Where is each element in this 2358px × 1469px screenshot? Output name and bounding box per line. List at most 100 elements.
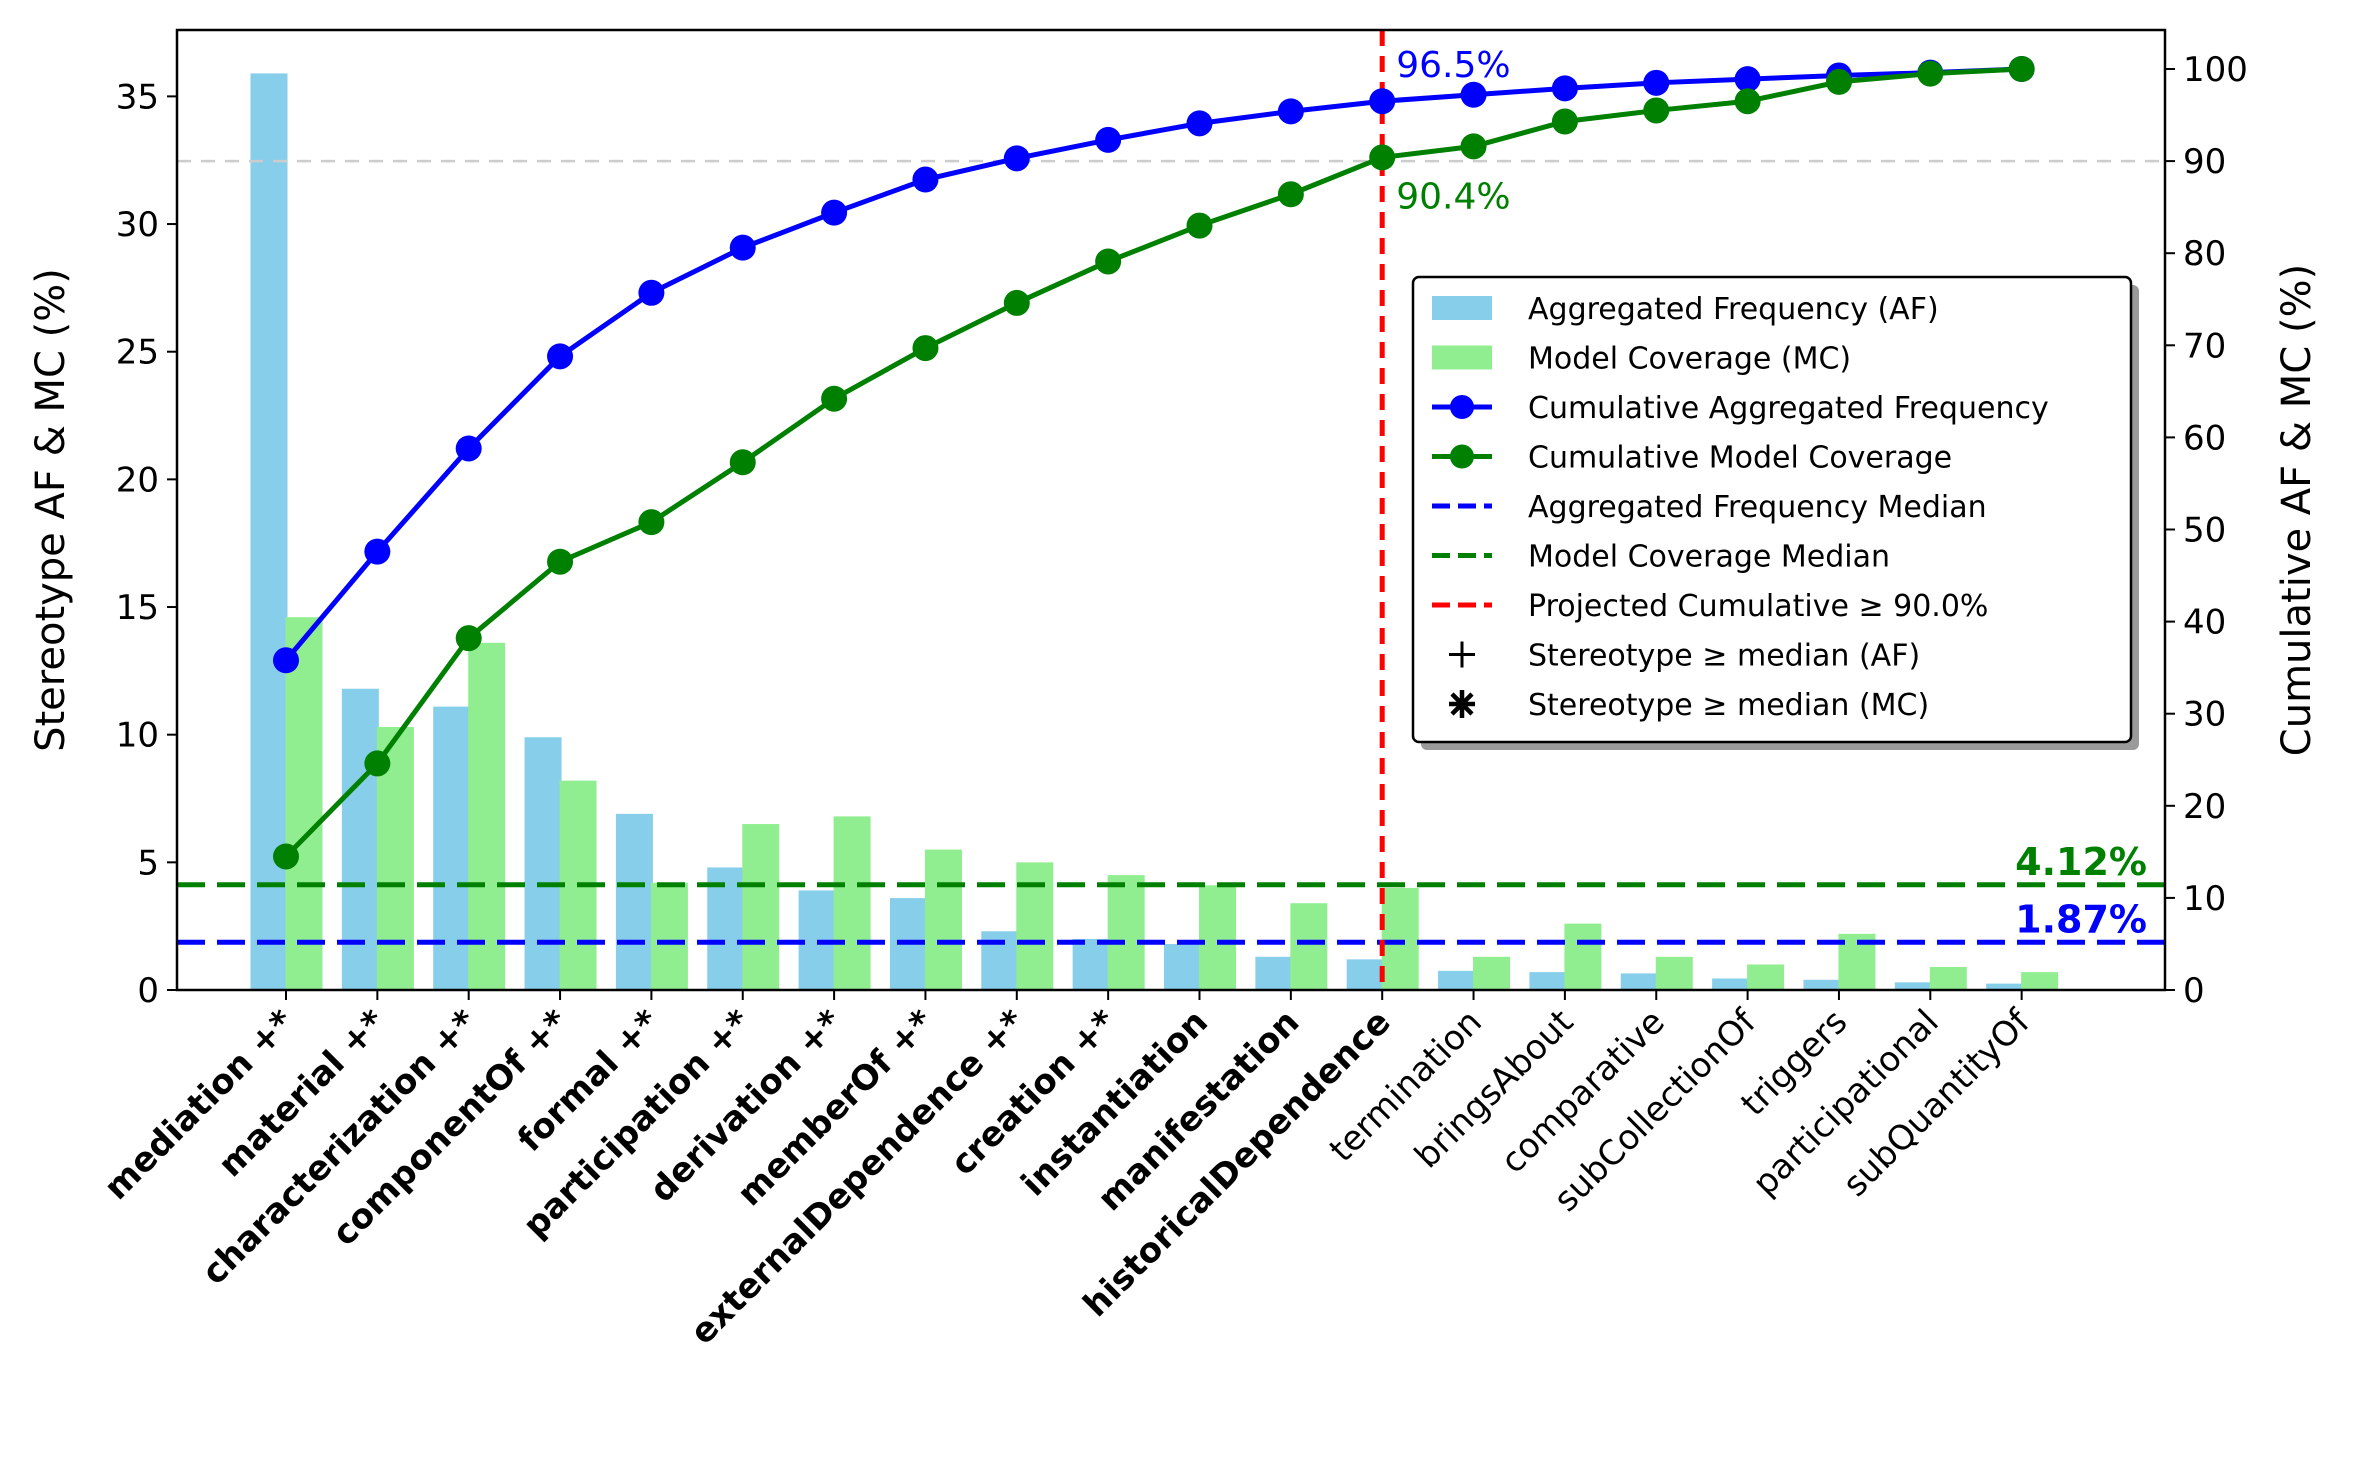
- cumulative-af-point: [1551, 75, 1578, 102]
- mc-median-label: 4.12%: [2015, 840, 2147, 884]
- af-bar: [1529, 972, 1567, 990]
- af-median-label: 1.87%: [2015, 897, 2147, 941]
- mc-bar: [1199, 885, 1236, 990]
- af-bar: [615, 813, 653, 990]
- legend-bar-swatch: [1432, 296, 1492, 320]
- mc-bar: [285, 617, 323, 990]
- cumulative-mc-point: [273, 843, 299, 870]
- af-bar: [524, 737, 562, 990]
- cumulative-mc-point: [1551, 108, 1578, 135]
- x-tick-label: externalDependence +*: [683, 1002, 1034, 1353]
- left-tick-label: 30: [116, 205, 159, 245]
- legend-label: Projected Cumulative ≥ 90.0%: [1528, 589, 1988, 624]
- legend-label: Cumulative Aggregated Frequency: [1528, 391, 2049, 426]
- cumulative-mc-point: [2008, 56, 2035, 82]
- af-bar: [250, 73, 288, 991]
- left-tick-label: 25: [116, 333, 159, 373]
- x-tick-label: bringsAbout: [1407, 1002, 1581, 1176]
- legend-label: Model Coverage Median: [1528, 540, 1890, 575]
- mc-bar: [924, 849, 962, 990]
- mc-bar: [742, 824, 780, 990]
- legend-label: Model Coverage (MC): [1528, 342, 1851, 377]
- right-tick-label: 20: [2183, 787, 2226, 827]
- af-bar: [1255, 956, 1293, 990]
- mc-bar: [1473, 956, 1511, 990]
- mc-bar: [1564, 923, 1602, 990]
- right-tick-label: 90: [2183, 142, 2226, 182]
- cumulative-mc-point: [638, 509, 665, 536]
- mc-bar: [1016, 862, 1054, 990]
- right-tick-label: 60: [2183, 418, 2226, 458]
- cumulative-af-point: [912, 166, 939, 193]
- annotations-layer: 96.5% 90.4%: [1396, 45, 1510, 217]
- cumulative-mc-point: [455, 625, 482, 652]
- reference-lines-layer: 1.87% 4.12%: [177, 30, 2165, 990]
- cumulative-lines-layer: [273, 56, 2035, 870]
- af-bar: [1438, 970, 1476, 990]
- legend-plus-marker: [1449, 641, 1475, 668]
- cumulative-af-point: [1095, 126, 1122, 153]
- left-tick-label: 0: [137, 971, 159, 1011]
- mc-bar: [1290, 903, 1328, 990]
- cumulative-mc-point: [1460, 133, 1487, 160]
- cumulative-af-annotation: 96.5%: [1396, 45, 1510, 86]
- left-tick-label: 15: [116, 588, 159, 628]
- mc-bar: [650, 882, 688, 990]
- right-tick-label: 0: [2183, 971, 2205, 1011]
- cumulative-af-point: [821, 199, 848, 226]
- mc-bar: [1381, 887, 1419, 990]
- cumulative-mc-point: [821, 385, 848, 412]
- right-tick-label: 80: [2183, 234, 2226, 274]
- legend: Aggregated Frequency (AF) Model Coverage …: [1411, 275, 2139, 750]
- legend-dot-swatch: [1450, 444, 1474, 469]
- mc-bar: [1655, 956, 1693, 990]
- cumulative-af-line: [284, 66, 2022, 662]
- af-bar: [1072, 938, 1110, 990]
- legend-box: [1411, 275, 2133, 744]
- right-tick-label: 100: [2183, 50, 2248, 90]
- right-axis-label: Cumulative AF & MC (%): [2274, 264, 2320, 756]
- legend-bar-swatch: [1432, 345, 1492, 370]
- left-tick-label: 5: [137, 843, 159, 883]
- legend-label: Cumulative Model Coverage: [1528, 441, 1952, 476]
- legend-label: Stereotype ≥ median (MC): [1528, 688, 1929, 723]
- left-tick-label: 35: [116, 77, 159, 117]
- cumulative-af-point: [1003, 145, 1030, 172]
- af-bar: [1894, 982, 1932, 990]
- legend-asterisk-marker: [1449, 690, 1475, 718]
- cumulative-mc-point: [1277, 181, 1304, 208]
- cumulative-af-point: [547, 343, 574, 370]
- mc-bar: [1747, 964, 1785, 990]
- cumulative-af-point: [729, 234, 756, 261]
- legend-dot-swatch: [1450, 395, 1474, 419]
- mc-bar: [1929, 967, 1967, 990]
- cumulative-af-point: [1186, 110, 1213, 137]
- cumulative-mc-point: [547, 548, 574, 575]
- cumulative-af-point: [1460, 81, 1487, 108]
- mc-bar: [2021, 972, 2059, 990]
- cumulative-mc-point: [1917, 60, 1944, 87]
- af-bar: [1803, 979, 1841, 990]
- bars-layer: [250, 73, 2059, 991]
- legend-label: Aggregated Frequency (AF): [1528, 292, 1939, 327]
- right-tick-label: 40: [2183, 603, 2226, 643]
- cumulative-mc-point: [1186, 212, 1213, 239]
- cumulative-mc-point: [1003, 289, 1030, 316]
- cumulative-af-point: [1277, 98, 1304, 125]
- cumulative-mc-point: [1369, 144, 1396, 171]
- af-bar: [433, 706, 471, 990]
- af-bar: [707, 867, 745, 990]
- legend-label: Aggregated Frequency Median: [1528, 490, 1987, 525]
- cumulative-mc-point: [729, 449, 756, 476]
- right-tick-label: 10: [2183, 879, 2226, 919]
- af-bar: [1712, 978, 1750, 990]
- cumulative-af-point: [1734, 66, 1761, 93]
- cumulative-mc-line: [284, 66, 2022, 859]
- cumulative-af-point: [364, 538, 391, 565]
- cumulative-mc-annotation: 90.4%: [1396, 176, 1510, 217]
- cumulative-af-point: [455, 435, 482, 462]
- right-tick-label: 30: [2183, 695, 2226, 735]
- cumulative-mc-point: [1095, 248, 1122, 275]
- left-tick-label: 10: [116, 716, 159, 756]
- af-bar: [1620, 973, 1658, 990]
